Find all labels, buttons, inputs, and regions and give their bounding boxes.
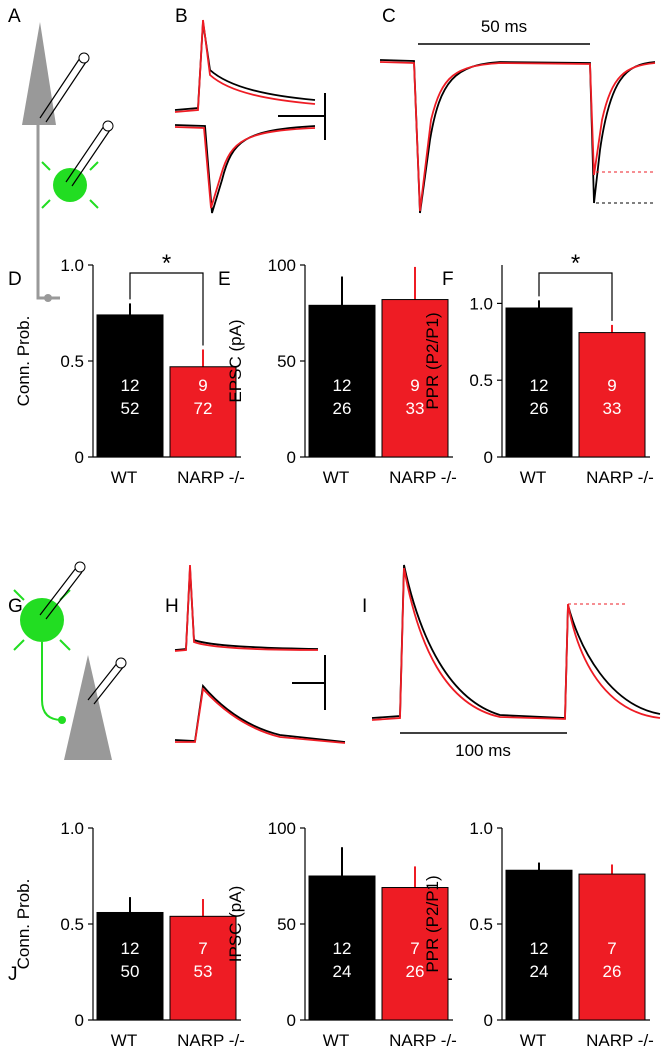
x-tick-label: NARP -/- [177, 468, 245, 487]
y-axis-label: Conn. Prob. [14, 316, 33, 407]
x-tick-label: WT [520, 468, 546, 487]
n-label: 12 [530, 376, 549, 395]
y-tick-label: 0 [484, 448, 493, 467]
significance-bracket [129, 272, 204, 346]
panel-letter: D [8, 269, 22, 290]
y-tick-label: 100 [268, 256, 296, 275]
y-tick-label: 1.0 [469, 294, 493, 313]
n-label: 26 [406, 962, 425, 981]
x-tick-label: NARP -/- [389, 468, 457, 487]
bar [381, 887, 449, 1021]
n-label: 7 [198, 939, 207, 958]
panel-letter: C [382, 6, 396, 27]
scale-label: 100 ms [455, 741, 511, 760]
panel-letter: F [442, 269, 454, 290]
traces-b [174, 19, 326, 214]
n-label: 33 [603, 399, 622, 418]
panel-letter: E [218, 269, 231, 290]
y-tick-label: 50 [277, 915, 296, 934]
bar [169, 915, 237, 1021]
traces-h [174, 564, 346, 744]
x-tick-label: WT [111, 1031, 137, 1050]
n-label: 12 [121, 376, 140, 395]
x-tick-label: NARP -/- [389, 1031, 457, 1050]
n-label: 33 [406, 399, 425, 418]
panel-letter: B [175, 6, 188, 27]
bar [505, 869, 573, 1021]
n-label: 52 [121, 399, 140, 418]
n-label: 9 [410, 376, 419, 395]
panel-letter: H [165, 596, 179, 617]
bar [308, 304, 376, 458]
x-tick-label: NARP -/- [177, 1031, 245, 1050]
n-label: 7 [410, 939, 419, 958]
x-tick-label: NARP -/- [586, 1031, 654, 1050]
n-label: 7 [607, 939, 616, 958]
n-label: 12 [121, 939, 140, 958]
n-label: 12 [530, 939, 549, 958]
n-label: 24 [530, 962, 549, 981]
bar [381, 299, 449, 458]
panel-letter: G [8, 596, 23, 617]
schematic-g [13, 561, 127, 760]
n-label: 53 [194, 962, 213, 981]
y-tick-label: 0 [484, 1011, 493, 1030]
n-label: 24 [333, 962, 352, 981]
x-tick-label: NARP -/- [586, 468, 654, 487]
schematic-a [22, 22, 114, 302]
bar [505, 307, 573, 458]
n-label: 12 [333, 939, 352, 958]
significance-marker: * [571, 250, 580, 277]
x-tick-label: WT [111, 468, 137, 487]
y-tick-label: 0 [75, 1011, 84, 1030]
x-tick-label: WT [520, 1031, 546, 1050]
scale-label: 50 ms [481, 17, 527, 36]
y-tick-label: 100 [268, 819, 296, 838]
bar [308, 875, 376, 1021]
x-tick-label: WT [323, 1031, 349, 1050]
n-label: 9 [607, 376, 616, 395]
y-tick-label: 0.5 [60, 352, 84, 371]
y-tick-label: 0.5 [469, 915, 493, 934]
n-label: 26 [333, 399, 352, 418]
y-tick-label: 1.0 [60, 819, 84, 838]
panel-letter: J [8, 964, 18, 985]
y-axis-label: IPSC (pA) [226, 886, 245, 963]
panel-letter: A [8, 6, 21, 27]
y-tick-label: 0 [75, 448, 84, 467]
y-axis-label: Conn. Prob. [14, 879, 33, 970]
n-label: 72 [194, 399, 213, 418]
y-axis-label: PPR (P2/P1) [423, 312, 442, 409]
y-tick-label: 1.0 [60, 256, 84, 275]
panel-letter: I [362, 596, 367, 617]
y-tick-label: 0.5 [60, 915, 84, 934]
traces-c [379, 43, 656, 214]
y-tick-label: 50 [277, 352, 296, 371]
bar [578, 873, 646, 1021]
significance-marker: * [162, 250, 171, 277]
significance-bracket [538, 272, 613, 321]
traces-i [371, 564, 661, 734]
bar [169, 366, 237, 458]
y-tick-label: 0 [287, 1011, 296, 1030]
y-tick-label: 1.0 [469, 819, 493, 838]
n-label: 26 [603, 962, 622, 981]
x-tick-label: WT [323, 468, 349, 487]
n-label: 26 [530, 399, 549, 418]
bar [96, 911, 164, 1021]
bar [96, 314, 164, 458]
y-tick-label: 0.5 [469, 371, 493, 390]
n-label: 9 [198, 376, 207, 395]
n-label: 50 [121, 962, 140, 981]
y-tick-label: 0 [287, 448, 296, 467]
n-label: 12 [333, 376, 352, 395]
y-axis-label: EPSC (pA) [226, 319, 245, 402]
y-axis-label: PPR (P2/P1) [423, 875, 442, 972]
bar [578, 332, 646, 458]
